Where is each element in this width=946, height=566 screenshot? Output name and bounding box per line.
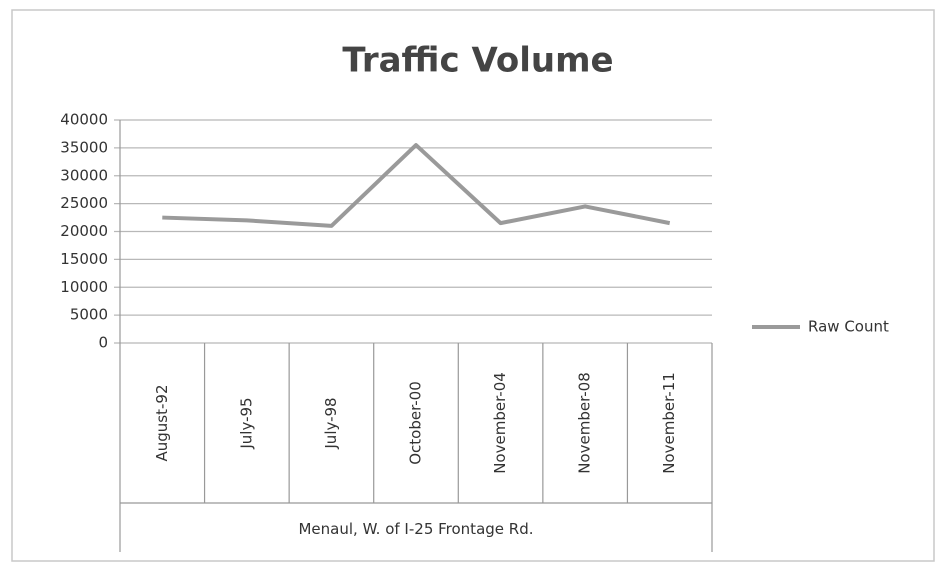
chart-title: Traffic Volume	[342, 41, 613, 81]
data-line	[162, 143, 671, 228]
y-tick-label: 35000	[60, 138, 108, 156]
y-tick-label: 5000	[70, 306, 108, 324]
x-tick-label: August-92	[153, 385, 171, 462]
x-tick-label: July-98	[322, 397, 340, 449]
x-tick-label: October-00	[407, 381, 425, 465]
y-tick-label: 0	[98, 334, 108, 352]
y-tick-label: 30000	[60, 166, 108, 184]
y-tick-label: 15000	[60, 250, 108, 268]
x-tick-label: July-95	[237, 397, 255, 449]
y-tick-label: 25000	[60, 194, 108, 212]
legend-label: Raw Count	[808, 318, 889, 336]
y-tick-label: 20000	[60, 222, 108, 240]
chart-border	[11, 9, 935, 562]
category-group-label: Menaul, W. of I-25 Frontage Rd.	[298, 520, 533, 538]
y-tick-label: 10000	[60, 278, 108, 296]
x-tick-label: November-11	[660, 372, 678, 474]
y-tick-label: 40000	[60, 111, 108, 129]
x-tick-label: November-08	[576, 372, 594, 474]
x-tick-label: November-04	[491, 372, 509, 474]
